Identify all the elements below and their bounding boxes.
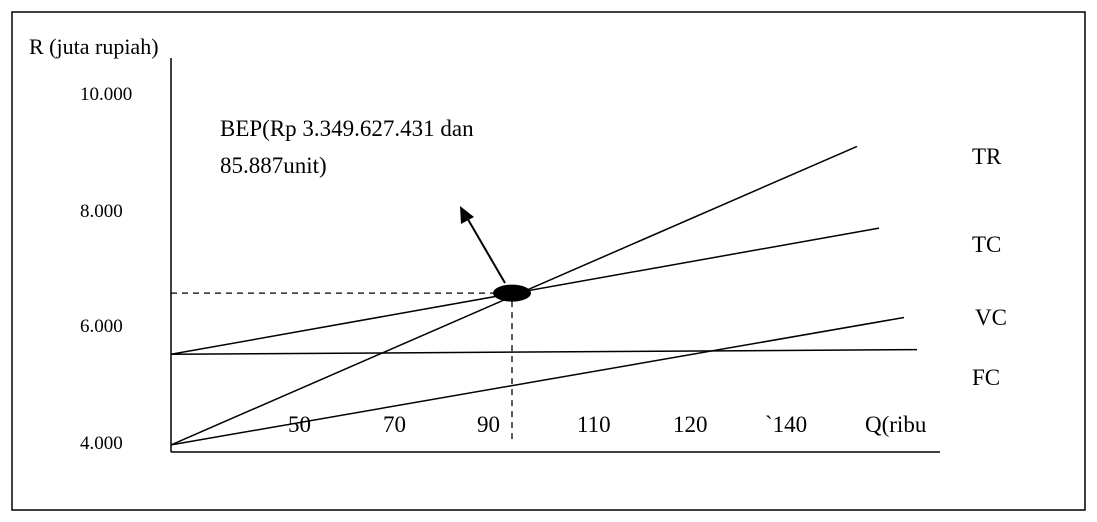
y-tick-label: 4.000 bbox=[80, 433, 123, 454]
bep-annotation-line1: BEP(Rp 3.349.627.431 dan bbox=[220, 116, 474, 141]
y-tick-label: 8.000 bbox=[80, 201, 123, 222]
bep-annotation-line2: 85.887unit) bbox=[220, 153, 327, 178]
x-tick-label: 110 bbox=[577, 412, 611, 437]
bep-arrow bbox=[465, 215, 506, 284]
series-label-fc: FC bbox=[972, 365, 1000, 390]
series-label-vc: VC bbox=[975, 305, 1007, 330]
x-axis-label: Q(ribu bbox=[865, 412, 927, 437]
bep-arrow-head bbox=[460, 206, 474, 224]
x-tick-label: 50 bbox=[288, 412, 311, 437]
fc-line bbox=[170, 348, 918, 356]
series-label-tr: TR bbox=[972, 144, 1002, 169]
x-tick-label: 70 bbox=[383, 412, 406, 437]
vc-line bbox=[170, 316, 905, 446]
x-tick-label: `140 bbox=[765, 412, 807, 437]
x-tick-label: 90 bbox=[477, 412, 500, 437]
x-tick-label: 120 bbox=[673, 412, 708, 437]
y-tick-label: 10.000 bbox=[80, 84, 132, 105]
y-tick-label: 6.000 bbox=[80, 316, 123, 337]
chart-frame bbox=[11, 11, 1086, 511]
series-label-tc: TC bbox=[972, 232, 1001, 257]
bep-marker bbox=[493, 284, 531, 302]
y-axis-label: R (juta rupiah) bbox=[29, 34, 159, 59]
